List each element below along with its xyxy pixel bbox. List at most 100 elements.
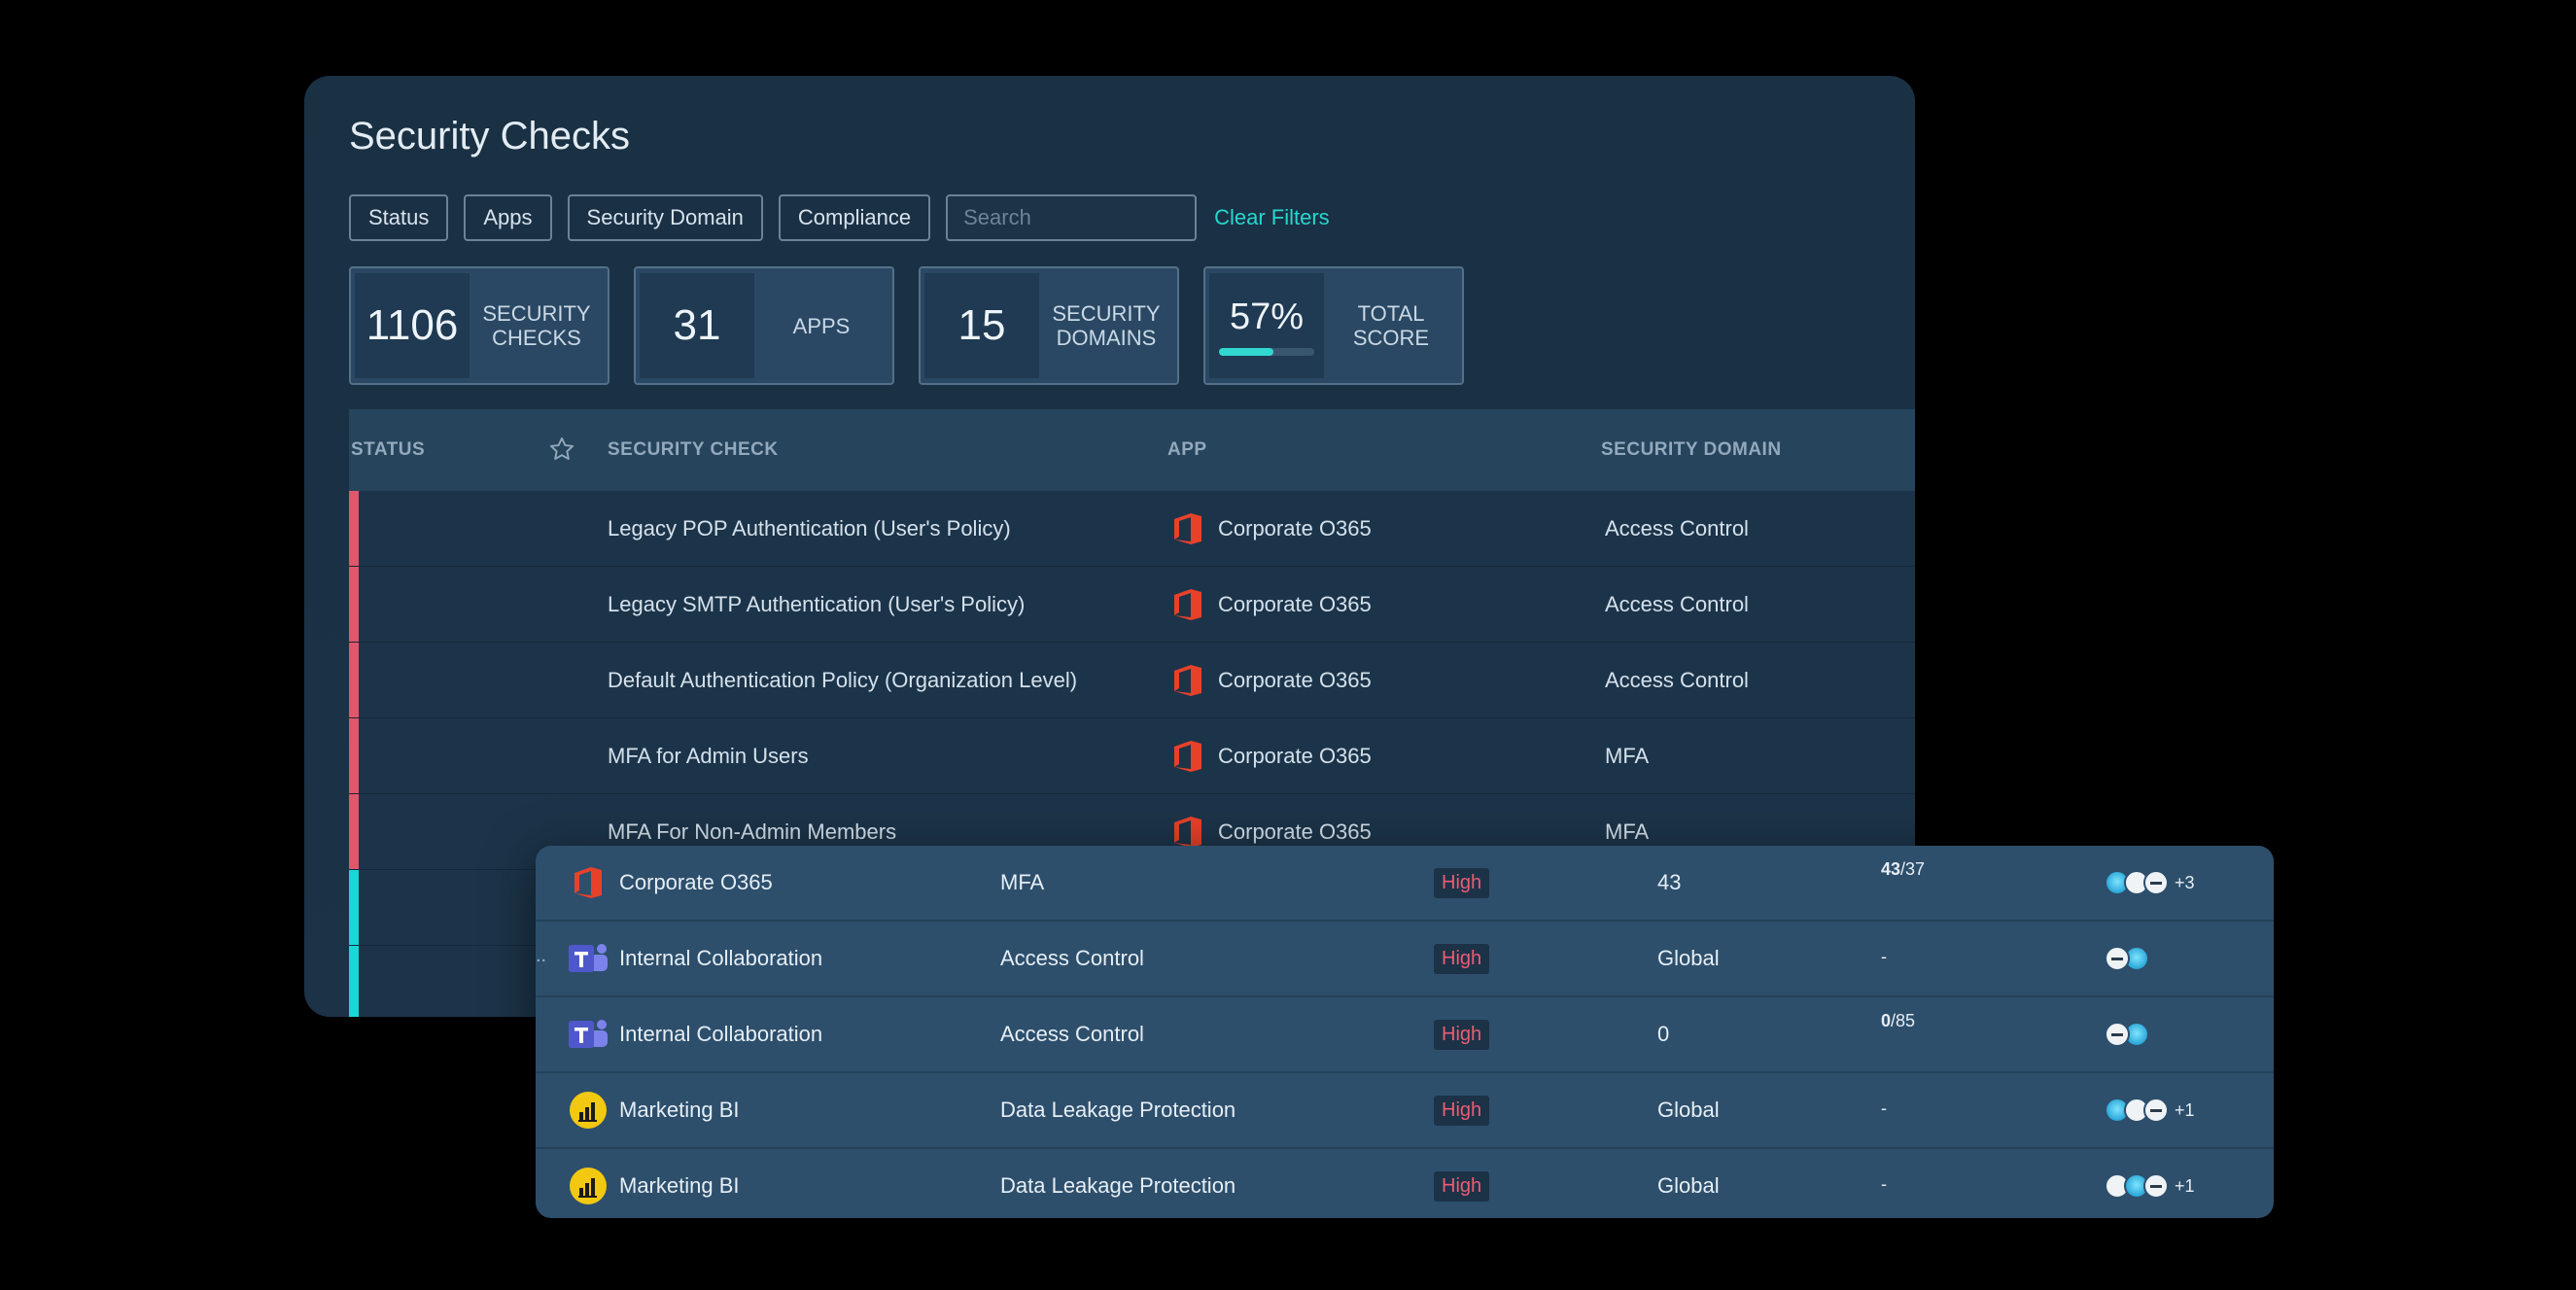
assignee-avatars[interactable] <box>2105 946 2149 971</box>
stat-apps[interactable]: 31 APPS <box>634 266 894 385</box>
severity-badge: High <box>1434 1170 1490 1202</box>
stat-value: 31 <box>640 273 754 378</box>
column-header-security-domain[interactable]: SECURITY DOMAIN <box>1601 439 1782 460</box>
search-input[interactable] <box>946 194 1198 241</box>
security-check-name[interactable]: Legacy POP Authentication (User's Policy… <box>608 515 1011 540</box>
office-icon <box>567 865 609 900</box>
table-row[interactable]: Legacy SMTP Authentication (User's Polic… <box>349 567 1915 643</box>
status-indicator <box>349 870 359 945</box>
scope-value: 0 <box>1657 1022 1670 1046</box>
clear-filters-link[interactable]: Clear Filters <box>1214 205 1330 229</box>
assignee-avatars[interactable]: +1 <box>2105 1173 2195 1199</box>
severity-badge: High <box>1434 943 1490 974</box>
filter-compliance-button[interactable]: Compliance <box>778 194 931 241</box>
security-domain: Data Leakage Protection <box>1000 1098 1236 1122</box>
assignee-avatars[interactable]: +3 <box>2105 870 2195 895</box>
scope-value: Global <box>1657 946 1720 970</box>
assignee-avatars[interactable]: +1 <box>2105 1098 2195 1123</box>
filter-security-domain-button[interactable]: Security Domain <box>567 194 763 241</box>
teams-icon <box>567 940 609 977</box>
finding-row[interactable]: Marketing BI Data Leakage Protection High G… <box>536 1073 2274 1149</box>
status-indicator <box>349 567 359 642</box>
app-cell: Internal Collaboration <box>567 1016 822 1053</box>
office-icon <box>1171 587 1204 622</box>
finding-row[interactable]: Marketing BI Data Leakage Protection High G… <box>536 1149 2274 1218</box>
app-cell: Corporate O365 <box>1171 815 1372 850</box>
column-header-status[interactable]: STATUS <box>351 439 426 460</box>
star-icon[interactable] <box>548 436 575 469</box>
security-check-name[interactable]: Legacy SMTP Authentication (User's Polic… <box>608 591 1026 616</box>
severity-badge: High <box>1434 867 1490 898</box>
security-domain: MFA <box>1605 819 1650 844</box>
stat-total-score[interactable]: 57% TOTAL SCORE <box>1203 266 1464 385</box>
security-domain: Access Control <box>1605 591 1749 616</box>
filter-apps-button[interactable]: Apps <box>464 194 552 241</box>
status-indicator <box>349 491 359 566</box>
stats-row: 1106 SECURITY CHECKS 31 APPS 15 SECURITY D… <box>349 266 1464 385</box>
avatar[interactable] <box>2105 946 2130 971</box>
app-name: Internal Collaboration <box>619 1022 823 1046</box>
status-indicator <box>349 718 359 793</box>
app-name: Corporate O365 <box>1218 515 1372 540</box>
app-name: Corporate O365 <box>1218 819 1372 844</box>
table-row[interactable]: Legacy POP Authentication (User's Policy… <box>349 491 1915 567</box>
finding-row[interactable]: Internal Collaboration Access Control High… <box>536 997 2274 1073</box>
assignee-avatars[interactable] <box>2105 1022 2149 1047</box>
security-check-name[interactable]: MFA for Admin Users <box>608 743 809 768</box>
finding-row[interactable]: Corporate O365 MFA High 43 43/37 +3 <box>536 846 2274 922</box>
affected-ratio: - <box>1881 947 1887 966</box>
status-indicator <box>349 946 359 1017</box>
app-cell: Corporate O365 <box>567 865 773 900</box>
stat-label: TOTAL SCORE <box>1352 301 1430 350</box>
app-cell: Corporate O365 <box>1171 511 1372 546</box>
security-check-name[interactable]: Default Authentication Policy (Organizat… <box>608 667 1078 692</box>
more-assignees-count[interactable]: +3 <box>2175 872 2195 892</box>
affected-ratio: - <box>1881 1174 1887 1194</box>
scope-value: 43 <box>1657 870 1682 894</box>
app-cell: Corporate O365 <box>1171 587 1372 622</box>
avatar[interactable] <box>2143 870 2169 895</box>
security-domain: Access Control <box>1000 1022 1144 1046</box>
avatar[interactable] <box>2105 1022 2130 1047</box>
security-domain: Access Control <box>1605 667 1749 692</box>
stat-label: APPS <box>792 313 851 338</box>
office-icon <box>1171 663 1204 698</box>
app-name: Corporate O365 <box>1218 591 1372 616</box>
page-title: Security Checks <box>349 115 630 157</box>
table-row[interactable]: Default Authentication Policy (Organizat… <box>349 643 1915 718</box>
findings-card: Corporate O365 MFA High 43 43/37 +3 .. Interna… <box>536 846 2274 1218</box>
column-header-security-check[interactable]: SECURITY CHECK <box>608 439 779 460</box>
powerbi-icon <box>567 1091 609 1130</box>
office-icon <box>1171 815 1204 850</box>
app-name: Marketing BI <box>619 1173 740 1198</box>
finding-row[interactable]: .. Internal Collaboration Access Control H… <box>536 922 2274 997</box>
affected-ratio: - <box>1881 1098 1887 1118</box>
stat-value: 57% <box>1229 296 1305 337</box>
affected-ratio: 43/37 <box>1881 859 1926 879</box>
table-row[interactable]: MFA for Admin Users Corporate O365 MFA <box>349 718 1915 794</box>
powerbi-icon <box>567 1167 609 1205</box>
filter-status-button[interactable]: Status <box>349 194 449 241</box>
app-cell: Marketing BI <box>567 1167 740 1205</box>
affected-ratio: 0/85 <box>1881 1011 1916 1030</box>
findings-list: Corporate O365 MFA High 43 43/37 +3 .. Interna… <box>536 846 2274 1218</box>
app-cell: Marketing BI <box>567 1091 740 1130</box>
more-assignees-count[interactable]: +1 <box>2175 1175 2195 1196</box>
avatar[interactable] <box>2143 1173 2169 1199</box>
app-name: Corporate O365 <box>619 870 773 894</box>
office-icon <box>1171 511 1204 546</box>
stat-security-domains[interactable]: 15 SECURITY DOMAINS <box>919 266 1179 385</box>
scope-value: Global <box>1657 1098 1720 1122</box>
more-assignees-count[interactable]: +1 <box>2175 1099 2195 1120</box>
security-check-name[interactable]: MFA For Non-Admin Members <box>608 819 897 844</box>
security-domain: MFA <box>1000 870 1045 894</box>
scope-value: Global <box>1657 1173 1720 1198</box>
security-domain: Data Leakage Protection <box>1000 1173 1236 1198</box>
column-header-app[interactable]: APP <box>1167 439 1207 460</box>
stat-security-checks[interactable]: 1106 SECURITY CHECKS <box>349 266 609 385</box>
status-indicator <box>349 643 359 717</box>
security-domain: MFA <box>1605 743 1650 768</box>
avatar[interactable] <box>2143 1098 2169 1123</box>
table-header: STATUS SECURITY CHECK APP SECURITY DOMAI… <box>349 409 1915 491</box>
app-name: Internal Collaboration <box>619 946 823 970</box>
